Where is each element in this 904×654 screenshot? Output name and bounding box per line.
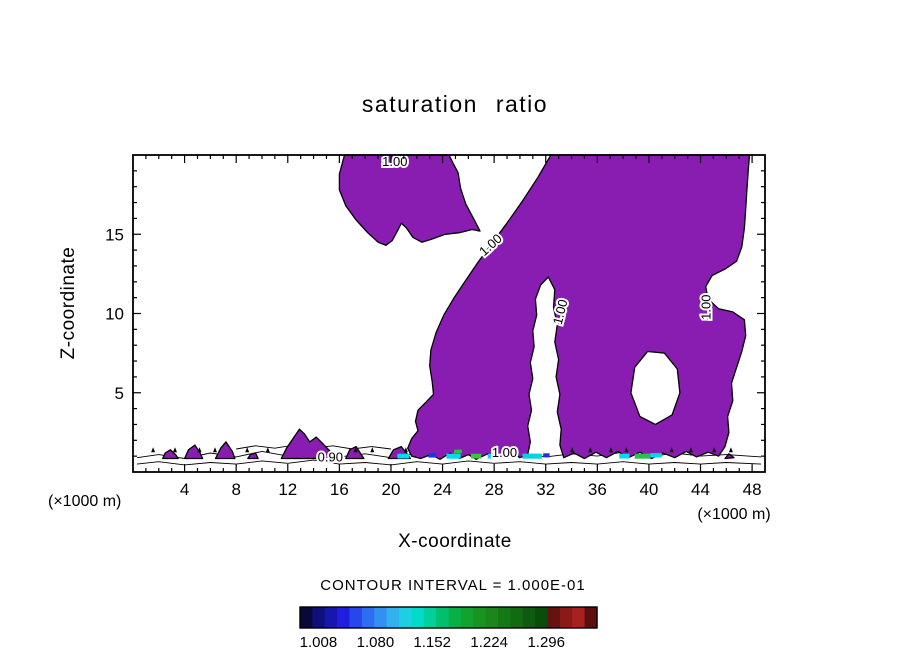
contour-speck: [588, 447, 593, 453]
filled-speck: [428, 453, 437, 458]
colorbar: 1.008 1.080 1.152 1.224 1.296: [299, 606, 598, 651]
x-tick-label: 44: [691, 480, 710, 499]
colorbar-segment: [386, 607, 400, 628]
contour-speck: [570, 447, 575, 453]
colorbar-segment: [312, 607, 326, 628]
y-tick-label: 10: [105, 305, 124, 324]
contour-speck: [669, 447, 674, 453]
contour-level-label: 1.00: [698, 295, 713, 320]
contour-speck: [173, 447, 177, 453]
colorbar-segment: [535, 607, 549, 628]
filled-contour-region-surface-blob-8: [724, 453, 735, 460]
colorbar-segment: [522, 607, 536, 628]
contour-hole-lower-right-clear-oval: [630, 350, 681, 426]
contour-level-label: 1.00: [382, 154, 407, 169]
colorbar-segment: [349, 607, 363, 628]
y-axis-unit-label: (×1000 m): [48, 493, 121, 510]
colorbar-segment: [460, 607, 474, 628]
colorbar-tick-label: 1.152: [413, 634, 451, 651]
colorbar-segment: [485, 607, 499, 628]
colorbar-segment: [399, 607, 412, 628]
colorbar-border: [299, 606, 598, 629]
contour-speck: [265, 447, 270, 453]
filled-speck: [487, 453, 500, 459]
colorbar-segment: [374, 607, 388, 628]
contour-specks: [151, 447, 733, 459]
filled-contour-region-surface-blob-6: [345, 445, 365, 460]
x-tick-label: 24: [433, 480, 452, 499]
colorbar-tick-label: 1.008: [300, 634, 338, 651]
filled-speck: [454, 449, 462, 454]
contour-speck: [608, 447, 613, 453]
x-tick-label: 20: [381, 480, 400, 499]
chart-title: saturation ratio: [362, 91, 548, 117]
x-tick-label: 48: [743, 480, 762, 499]
filled-contour-region-upper-anvil: [338, 154, 481, 246]
colorbar-segment: [584, 607, 598, 628]
colorbar-segment: [337, 607, 351, 628]
contour-level-label: 0.90: [318, 450, 343, 465]
filled-speck: [634, 453, 651, 459]
colorbar-segment: [498, 607, 511, 628]
filled-speck: [470, 453, 482, 459]
contour-interval-label: CONTOUR INTERVAL = 1.000E-01: [320, 577, 585, 594]
filled-speck: [397, 453, 410, 459]
x-tick-label: 28: [485, 480, 504, 499]
surface-contour-line: [136, 459, 762, 466]
filled-contour-region-surface-blob-3: [214, 441, 236, 460]
x-tick-label: 8: [231, 480, 240, 499]
colorbar-segment: [448, 607, 462, 628]
colorbar-segment: [411, 607, 425, 628]
filled-contour-region-surface-blob-5: [280, 428, 338, 460]
x-tick-label: 16: [330, 480, 349, 499]
y-axis-label: Z-coordinate: [58, 247, 79, 360]
filled-contour-regions: [162, 154, 751, 460]
contour-speck: [197, 447, 202, 453]
y-tick-label: 15: [105, 225, 124, 244]
contour-speck: [728, 447, 733, 453]
filled-contour-region-surface-blob-4: [247, 452, 259, 460]
x-axis-label: X-coordinate: [398, 531, 512, 552]
contour-speck: [688, 447, 693, 453]
colorbar-segment: [572, 607, 586, 628]
x-tick-label: 36: [588, 480, 607, 499]
x-axis-unit-label: (×1000 m): [697, 506, 770, 523]
colorbar-segment: [361, 607, 375, 628]
filled-speck: [446, 453, 461, 459]
colorbar-tick-label: 1.224: [470, 634, 508, 651]
contour-speck: [245, 447, 250, 453]
colorbar-segment: [473, 607, 487, 628]
x-tick-label: 32: [536, 480, 555, 499]
y-tick-label: 5: [115, 384, 124, 403]
filled-speck: [650, 453, 662, 458]
x-tick-label: 4: [180, 480, 189, 499]
colorbar-segment: [510, 607, 524, 628]
contour-speck: [403, 447, 408, 453]
filled-speck: [522, 453, 542, 459]
colorbar-segment: [547, 607, 561, 628]
contour-speck: [370, 447, 375, 453]
x-tick-label: 12: [278, 480, 297, 499]
colorbar-tick-label: 1.296: [527, 634, 565, 651]
colorbar-segment: [324, 607, 338, 628]
contour-speck: [353, 447, 358, 453]
contour-speck: [151, 447, 156, 453]
colorbar-tick-label: 1.080: [357, 634, 395, 651]
colorbar-segment: [436, 607, 450, 628]
contour-level-label: 1.00: [492, 445, 517, 460]
contour-speck: [712, 447, 717, 453]
filled-contour-region-surface-blob-2: [183, 444, 204, 460]
colorbar-segment: [300, 607, 313, 628]
filled-speck: [543, 453, 550, 458]
x-tick-label: 40: [639, 480, 658, 499]
colorbar-segment: [423, 607, 437, 628]
filled-speck: [619, 453, 630, 459]
contour-speck: [213, 447, 217, 453]
colorbar-segment: [559, 607, 573, 628]
contour-speck: [624, 447, 629, 453]
